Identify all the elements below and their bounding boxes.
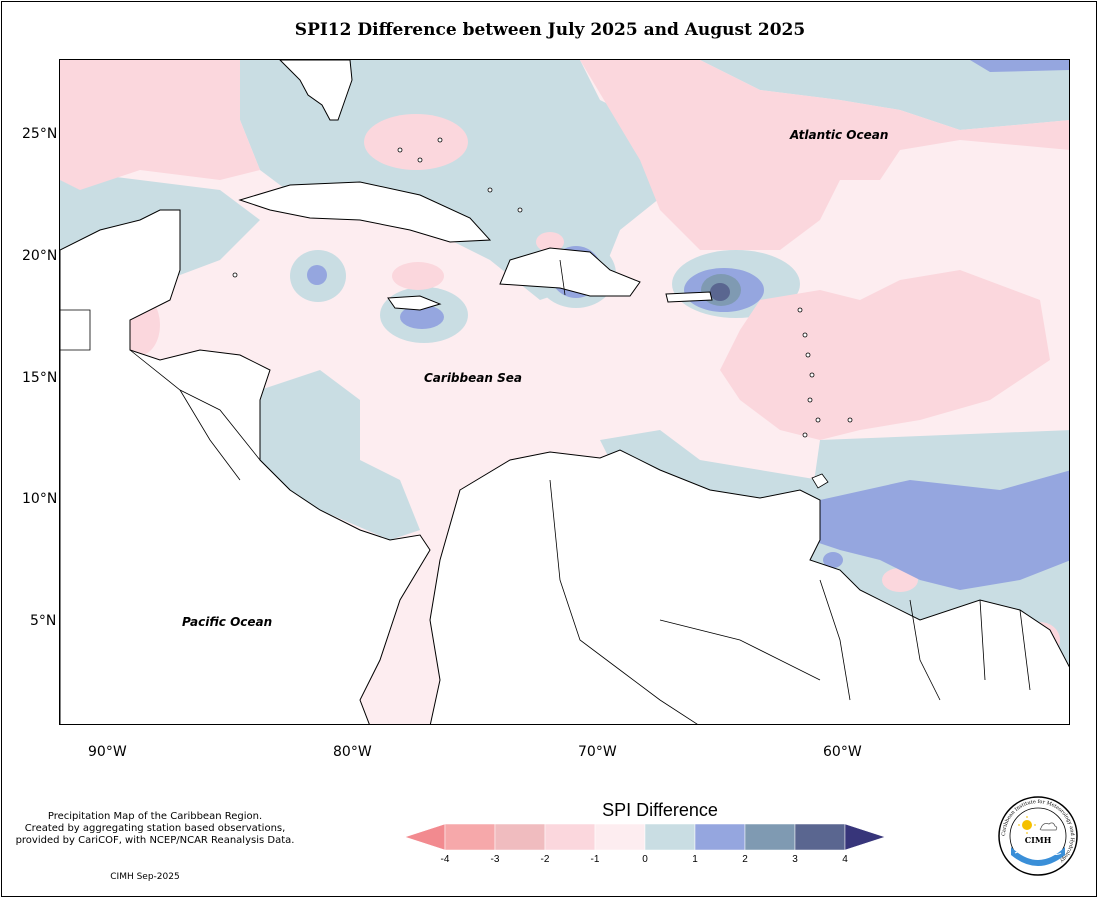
colorbar-segment-minus1-0 bbox=[594, 824, 646, 851]
map-svg bbox=[60, 60, 1069, 724]
colorbar-segment-2-3 bbox=[744, 824, 796, 851]
sun-icon bbox=[1022, 820, 1032, 830]
legend-title: SPI Difference bbox=[602, 800, 718, 820]
country-borders bbox=[60, 259, 1031, 724]
caribbean-sea-label: Caribbean Sea bbox=[424, 371, 522, 385]
lon-label-70: 70°W bbox=[578, 744, 617, 760]
lat-label-15: 15°N bbox=[22, 370, 58, 386]
map-panel: Atlantic Ocean Caribbean Sea Pacific Oce… bbox=[59, 59, 1070, 725]
colorbar-segment-gt-4 bbox=[844, 824, 885, 851]
legend-tick-minus2: -2 bbox=[540, 854, 550, 865]
lon-label-80: 80°W bbox=[333, 744, 372, 760]
logo-text: CIMH bbox=[1025, 835, 1052, 845]
small-islands bbox=[232, 137, 853, 489]
cloud-icon bbox=[1039, 822, 1058, 831]
colorbar-segment-1-2 bbox=[694, 824, 746, 851]
lon-label-60: 60°W bbox=[823, 744, 862, 760]
legend-tick-1: 1 bbox=[692, 854, 698, 865]
lat-label-20: 20°N bbox=[22, 248, 58, 264]
lat-label-10: 10°N bbox=[22, 491, 58, 507]
sun-rays bbox=[1018, 816, 1036, 834]
cimh-logo: CIMH Caribbean Institute for Meteorology… bbox=[998, 796, 1078, 876]
colorbar-segment-0-1 bbox=[644, 824, 696, 851]
colorbar bbox=[405, 824, 885, 851]
colorbar-segment-minus2-minus1 bbox=[544, 824, 596, 851]
legend-tick-minus1: -1 bbox=[590, 854, 600, 865]
legend-tick-3: 3 bbox=[792, 854, 798, 865]
water-icon bbox=[1011, 847, 1065, 866]
legend-tick-minus3: -3 bbox=[490, 854, 500, 865]
lat-label-5: 5°N bbox=[30, 613, 57, 629]
note-line-1: Precipitation Map of the Caribbean Regio… bbox=[47, 811, 263, 822]
map-title: SPI12 Difference between July 2025 and A… bbox=[294, 20, 806, 40]
legend-tick-minus4: -4 bbox=[440, 854, 450, 865]
colorbar-segment-minus3-minus2 bbox=[494, 824, 546, 851]
pacific-ocean-label: Pacific Ocean bbox=[182, 615, 273, 629]
colorbar-segment-lt-minus4 bbox=[405, 824, 446, 851]
note-line-2: Created by aggregating station based obs… bbox=[24, 823, 286, 834]
legend-tick-2: 2 bbox=[742, 854, 748, 865]
legend-tick-0: 0 bbox=[642, 854, 648, 865]
source-note: Precipitation Map of the Caribbean Regio… bbox=[0, 811, 310, 847]
land-masses bbox=[60, 60, 1069, 724]
credit-note: CIMH Sep-2025 bbox=[110, 872, 180, 882]
lon-label-90: 90°W bbox=[88, 744, 127, 760]
atlantic-ocean-label: Atlantic Ocean bbox=[790, 128, 889, 142]
colorbar-segment-3-4 bbox=[794, 824, 846, 851]
lat-label-25: 25°N bbox=[22, 126, 58, 142]
colorbar-segment-minus4-minus3 bbox=[444, 824, 496, 851]
legend-tick-4: 4 bbox=[842, 854, 848, 865]
note-line-3: provided by CariCOF, with NCEP/NCAR Rean… bbox=[15, 835, 295, 846]
